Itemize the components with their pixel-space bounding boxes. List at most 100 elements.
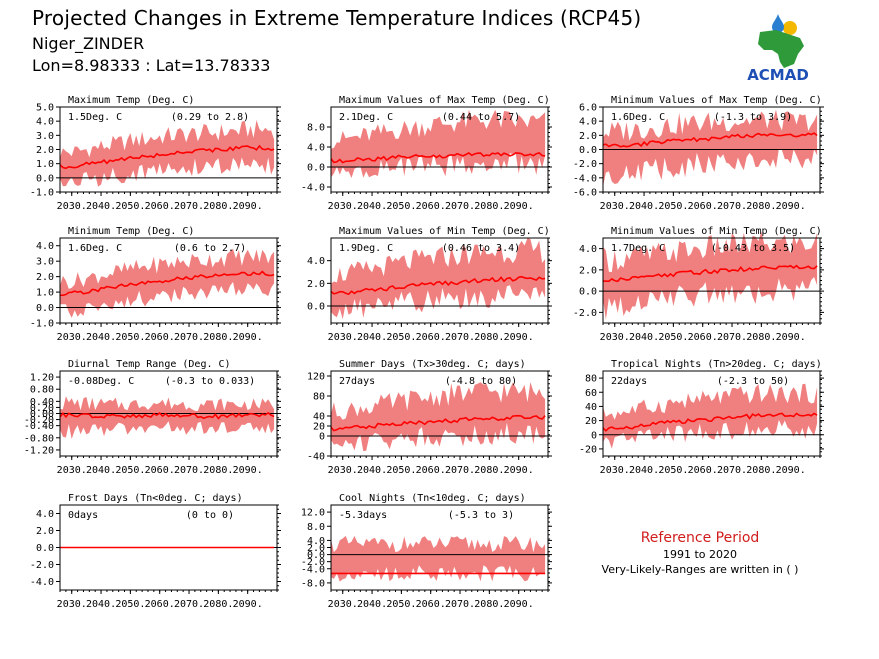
chart-panel-7: -1.20-0.80-0.40-0.200.000.200.400.801.20…: [24, 359, 281, 476]
chart-summary: 1.5Deg. C: [68, 112, 122, 123]
chart-mean-line: [59, 144, 275, 170]
chart-range: (-2.3 to 50): [717, 376, 789, 387]
y-tick-label: 0: [319, 432, 325, 443]
y-tick-label: 0.0: [307, 550, 325, 561]
y-tick-label: 0.0: [307, 163, 325, 174]
x-tick-label: 2080.: [474, 201, 504, 212]
x-tick-label: 2090.: [776, 465, 806, 476]
y-tick-label: 60: [585, 388, 597, 399]
y-tick-label: -2.0: [301, 557, 325, 568]
x-tick-label: 2070.: [717, 201, 747, 212]
y-tick-label: 4.0: [36, 509, 54, 520]
x-tick-label: 2060.: [416, 599, 446, 610]
y-tick-label: 20: [585, 416, 597, 427]
x-tick-label: 2040.: [357, 599, 387, 610]
x-tick-label: 2040.: [357, 201, 387, 212]
chart-mean-line: [602, 412, 818, 432]
x-tick-label: 2050.: [115, 599, 145, 610]
chart-band: [603, 231, 818, 320]
x-tick-label: 2060.: [688, 201, 718, 212]
x-tick-label: 2050.: [386, 332, 416, 343]
chart-range: (-4.8 to 80): [445, 376, 517, 387]
chart-panel-5: 0.0 2.0 4.0 2030. 2040. 2050. 2060. 2070. 2080. 2…: [307, 226, 552, 343]
chart-summary: 27days: [339, 376, 375, 387]
x-tick-label: 2070.: [174, 599, 204, 610]
y-tick-label: 12.0: [301, 508, 325, 519]
x-tick-label: 2040.: [357, 332, 387, 343]
x-tick-label: 2090.: [233, 201, 263, 212]
y-tick-label: 6.0: [579, 103, 597, 114]
reference-block: Reference Period 1991 to 2020 Very-Likel…: [590, 530, 810, 576]
chart-title: Minimum Temp (Deg. C): [68, 226, 194, 237]
x-tick-label: 2030.: [600, 201, 630, 212]
x-tick-label: 2070.: [445, 599, 475, 610]
chart-range: (-0.3 to 0.033): [165, 376, 255, 387]
y-tick-label: 1.0: [36, 288, 54, 299]
x-tick-label: 2080.: [474, 599, 504, 610]
y-tick-label: -0.40: [24, 421, 54, 432]
x-tick-label: 2070.: [174, 465, 204, 476]
y-tick-label: 0.40: [30, 397, 54, 408]
y-tick-label: -4.0: [30, 577, 54, 588]
y-tick-label: 3.0: [36, 257, 54, 268]
y-tick-label: 1.0: [36, 159, 54, 170]
y-tick-label: 0.20: [30, 403, 54, 414]
chart-range: (-1.3 to 3.9): [714, 112, 792, 123]
y-tick-label: 3.0: [36, 131, 54, 142]
y-tick-label: -0.80: [24, 433, 54, 444]
y-tick-label: 8.0: [307, 123, 325, 134]
logo-drop-icon: [772, 14, 784, 33]
chart-title: Maximum Values of Min Temp (Deg. C): [339, 226, 550, 237]
x-tick-label: 2030.: [57, 201, 87, 212]
y-tick-label: 0.0: [579, 287, 597, 298]
y-tick-label: 0.80: [30, 385, 54, 396]
x-tick-label: 2070.: [445, 201, 475, 212]
chart-title: Maximum Values of Max Temp (Deg. C): [339, 95, 550, 106]
y-tick-label: -2.0: [573, 159, 597, 170]
x-tick-label: 2040.: [86, 599, 116, 610]
x-tick-label: 2040.: [86, 332, 116, 343]
x-tick-label: 2080.: [474, 465, 504, 476]
x-tick-label: 2030.: [600, 465, 630, 476]
y-tick-label: -4.0: [301, 564, 325, 575]
x-tick-label: 2050.: [115, 201, 145, 212]
y-tick-label: -2.0: [573, 308, 597, 319]
chart-range: (0.46 to 3.4): [442, 243, 520, 254]
y-tick-label: -4.0: [573, 173, 597, 184]
y-tick-label: 0.0: [36, 543, 54, 554]
chart-band: [60, 396, 275, 439]
x-tick-label: 2060.: [145, 201, 175, 212]
y-tick-label: 0.0: [579, 145, 597, 156]
y-tick-label: -40: [307, 452, 325, 463]
chart-mean-line: [330, 414, 546, 432]
chart-title: Tropical Nights (Tn>20deg. C; days): [611, 359, 822, 370]
y-tick-label: -8.0: [301, 578, 325, 589]
x-tick-label: 2090.: [504, 332, 534, 343]
chart-mean-line: [330, 275, 546, 296]
y-tick-label: 2.0: [307, 279, 325, 290]
y-tick-label: 1.20: [30, 373, 54, 384]
chart-title: Cool Nights (Tn<10deg. C; days): [339, 493, 526, 504]
chart-summary: -5.3days: [339, 510, 387, 521]
chart-title: Frost Days (Tn<0deg. C; days): [68, 493, 243, 504]
chart-mean-line: [330, 152, 546, 164]
x-tick-label: 2090.: [504, 599, 534, 610]
x-tick-label: 2050.: [386, 599, 416, 610]
y-tick-label: 4.0: [307, 256, 325, 267]
x-tick-label: 2080.: [746, 465, 776, 476]
y-tick-label: -6.0: [573, 188, 597, 199]
chart-band: [60, 248, 275, 318]
page-title: Projected Changes in Extreme Temperature…: [32, 6, 642, 30]
x-tick-label: 2070.: [717, 332, 747, 343]
x-tick-label: 2060.: [688, 465, 718, 476]
y-tick-label: 120: [307, 372, 325, 383]
chart-band: [331, 535, 546, 582]
